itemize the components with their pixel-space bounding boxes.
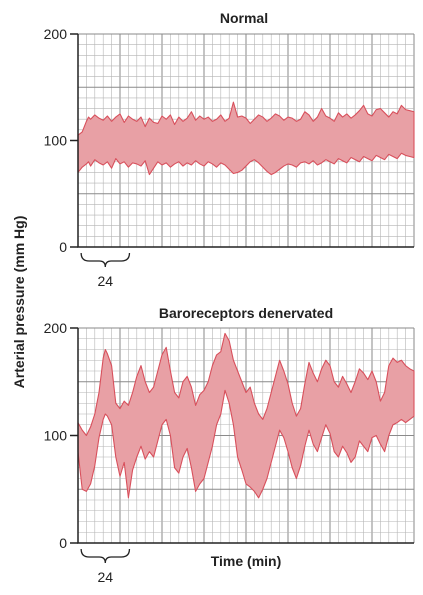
- pressure-band: [77, 101, 415, 176]
- trace-normal: [77, 101, 415, 176]
- y-axis-title: Arterial pressure (mm Hg): [11, 216, 27, 389]
- bracket-denervated: 24: [80, 548, 131, 585]
- panel-title-normal: Normal: [220, 10, 268, 26]
- y-tick-label: 100: [44, 133, 68, 149]
- y-tick-label: 200: [44, 26, 68, 42]
- axes-normal: 0 100 200: [44, 26, 414, 255]
- panel-denervated: Baroreceptors denervated 0 100 200 24: [44, 305, 415, 585]
- time-bracket: [80, 548, 131, 564]
- y-tick-label: 100: [44, 428, 68, 444]
- y-tick-label: 0: [59, 239, 67, 255]
- axes-denervated: 0 100 200: [44, 320, 414, 551]
- y-tick-label: 0: [59, 535, 67, 551]
- pressure-band: [77, 332, 415, 499]
- x-axis-title: Time (min): [211, 553, 282, 569]
- y-tick-label: 200: [44, 320, 68, 336]
- bracket-label: 24: [98, 569, 114, 585]
- bracket-normal: 24: [80, 252, 131, 289]
- panel-normal: Normal 0 100 200 24: [44, 10, 415, 289]
- trace-denervated: [77, 332, 415, 499]
- bracket-label: 24: [98, 273, 114, 289]
- panel-title-denervated: Baroreceptors denervated: [159, 305, 333, 321]
- time-bracket: [80, 252, 131, 268]
